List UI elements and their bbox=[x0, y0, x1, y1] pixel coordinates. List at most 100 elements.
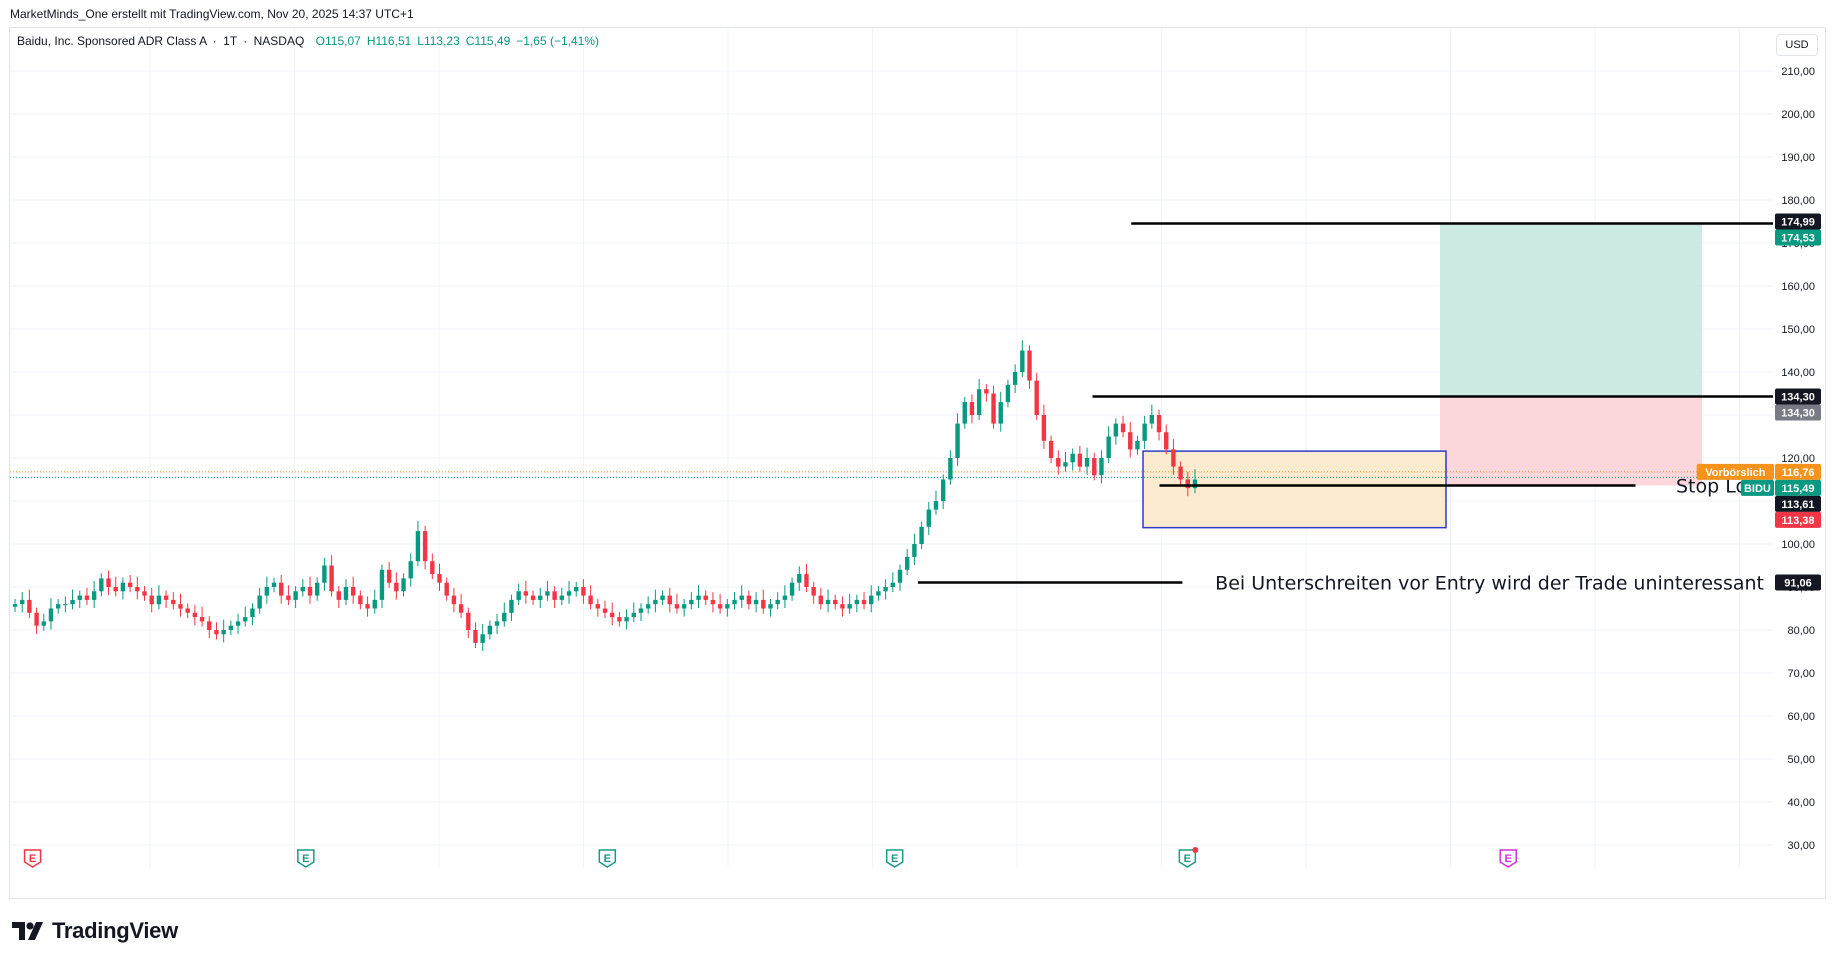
candle bbox=[566, 580, 572, 604]
candle bbox=[163, 590, 169, 609]
earnings-marker-icon: E bbox=[1499, 849, 1517, 868]
candle bbox=[293, 586, 298, 609]
candle-body bbox=[113, 587, 118, 592]
candle-body bbox=[509, 599, 514, 613]
candle-body bbox=[998, 402, 1003, 424]
candle-body bbox=[408, 561, 413, 579]
candle-body bbox=[660, 595, 665, 600]
candle bbox=[1135, 435, 1140, 455]
candle bbox=[185, 603, 190, 618]
candle bbox=[869, 585, 874, 613]
symbol-legend[interactable]: Baidu, Inc. Sponsored ADR Class A · 1T ·… bbox=[17, 34, 605, 48]
candle-body bbox=[984, 389, 989, 394]
earnings-marker-icon: E bbox=[23, 849, 42, 868]
candle bbox=[1171, 439, 1176, 475]
y-axis-tick-label: 190,00 bbox=[1781, 152, 1815, 164]
candle-body bbox=[523, 591, 529, 596]
candle-body bbox=[1041, 415, 1047, 441]
candle bbox=[660, 590, 665, 606]
candle bbox=[1084, 447, 1090, 475]
candle bbox=[890, 572, 896, 593]
candle-body bbox=[1070, 453, 1075, 463]
earnings-badge bbox=[1499, 849, 1517, 868]
y-axis-tick-label: 60,00 bbox=[1787, 711, 1815, 723]
candle-body bbox=[710, 599, 716, 605]
candle-body bbox=[1185, 479, 1191, 489]
legend-separator: · bbox=[212, 34, 217, 48]
candle bbox=[1128, 421, 1133, 458]
price-tag-value: 91,06 bbox=[1784, 577, 1812, 589]
candle-body bbox=[444, 582, 449, 596]
candle-body bbox=[185, 608, 190, 613]
price-tag-label: Vorbörslich bbox=[1705, 467, 1766, 479]
candle bbox=[235, 613, 241, 634]
candle-body bbox=[250, 608, 255, 618]
candle bbox=[271, 577, 277, 593]
candle bbox=[487, 620, 493, 640]
price-tag-value: 113,38 bbox=[1781, 515, 1814, 527]
candle-body bbox=[19, 599, 25, 605]
candle bbox=[135, 576, 140, 600]
candle bbox=[358, 590, 363, 610]
candle-body bbox=[106, 578, 111, 587]
candle-body bbox=[732, 599, 737, 605]
candle-body bbox=[257, 595, 262, 609]
candle-body bbox=[883, 587, 888, 592]
candle bbox=[27, 589, 32, 618]
stop-zone bbox=[1440, 396, 1702, 486]
tradingview-logo-icon bbox=[12, 922, 43, 940]
candle bbox=[336, 586, 341, 609]
candle-body bbox=[1156, 415, 1162, 433]
candle bbox=[314, 577, 320, 601]
candle bbox=[386, 562, 392, 588]
candle-body bbox=[458, 604, 464, 613]
candle bbox=[761, 589, 766, 614]
earnings-badge bbox=[885, 849, 904, 868]
candle-body bbox=[1005, 384, 1011, 403]
tradingview-brand[interactable]: TradingView bbox=[12, 918, 178, 944]
candle-body bbox=[761, 599, 766, 609]
candle-body bbox=[1012, 372, 1018, 385]
candle-body bbox=[753, 599, 759, 605]
candle bbox=[545, 580, 550, 601]
candle-body bbox=[451, 595, 457, 605]
candle-body bbox=[322, 565, 327, 583]
candle bbox=[768, 599, 773, 617]
currency-selector[interactable]: USD bbox=[1776, 34, 1818, 56]
candle-body bbox=[1056, 458, 1061, 467]
y-axis-tick-label: 180,00 bbox=[1781, 195, 1815, 207]
candle-body bbox=[768, 604, 773, 609]
candle-body bbox=[473, 630, 478, 643]
entry-zone-box bbox=[1142, 450, 1447, 529]
candle-body bbox=[1092, 458, 1097, 476]
candle-body bbox=[171, 599, 176, 605]
legend-interval: 1T bbox=[223, 34, 237, 48]
candle-body bbox=[300, 587, 306, 592]
candle-body bbox=[976, 389, 982, 415]
candle bbox=[876, 586, 881, 601]
price-tag-value: 115,49 bbox=[1781, 483, 1814, 495]
candle-body bbox=[631, 612, 636, 618]
candle bbox=[1077, 445, 1083, 472]
candle bbox=[689, 592, 694, 610]
candle bbox=[494, 613, 500, 634]
candle-body bbox=[401, 578, 406, 592]
price-tag-label: BIDU bbox=[1744, 483, 1771, 495]
candle-body bbox=[480, 634, 485, 643]
candle-body bbox=[466, 612, 471, 630]
candle bbox=[645, 596, 651, 614]
candle bbox=[804, 563, 809, 593]
candle bbox=[825, 589, 831, 613]
candle bbox=[257, 587, 262, 614]
candle-body bbox=[70, 599, 75, 605]
candle-body bbox=[566, 591, 572, 596]
candle bbox=[523, 580, 529, 604]
candle bbox=[1092, 452, 1097, 481]
candle bbox=[415, 520, 421, 567]
candle bbox=[264, 576, 270, 604]
candle bbox=[631, 602, 636, 623]
price-tag-box bbox=[1775, 388, 1821, 405]
candle bbox=[142, 586, 147, 601]
